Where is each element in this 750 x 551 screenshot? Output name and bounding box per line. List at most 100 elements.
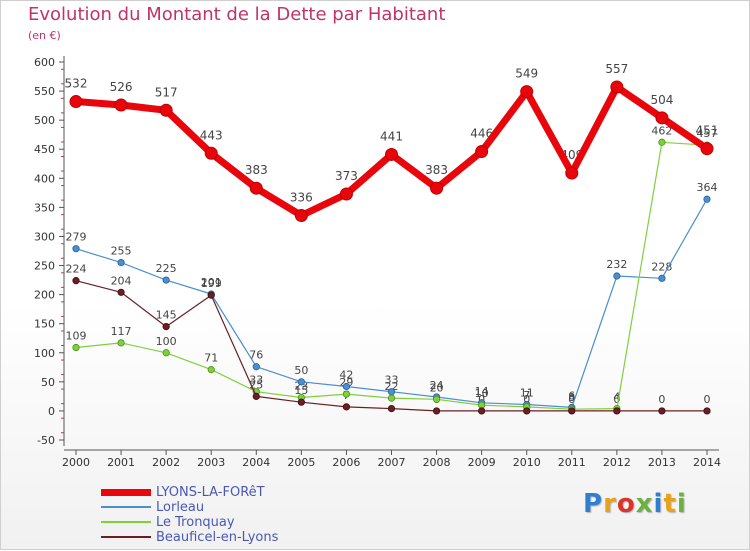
- y-tick-label: 450: [34, 143, 55, 156]
- x-tick-label: 2013: [648, 456, 676, 469]
- data-label: 42: [339, 368, 353, 381]
- y-tick-label: 600: [34, 56, 55, 69]
- data-label: 557: [605, 62, 628, 76]
- data-label: 224: [66, 263, 87, 276]
- data-label: 532: [65, 77, 88, 91]
- data-point: [568, 407, 576, 415]
- data-point: [342, 403, 351, 411]
- y-tick-label: 150: [34, 318, 55, 331]
- data-label: 117: [111, 325, 132, 338]
- data-label: 33: [385, 374, 399, 387]
- data-point: [117, 339, 125, 347]
- y-tick-label: 250: [34, 260, 55, 273]
- x-tick-label: 2014: [693, 456, 721, 469]
- data-point: [294, 209, 308, 223]
- data-label: 4: [613, 391, 620, 404]
- data-point: [658, 407, 666, 415]
- data-point: [69, 95, 83, 109]
- data-point: [565, 166, 579, 180]
- data-label: 232: [606, 258, 627, 271]
- data-point: [249, 181, 263, 195]
- y-tick-label: 100: [34, 347, 55, 360]
- data-point: [520, 85, 534, 99]
- data-label: 76: [249, 349, 263, 362]
- x-tick-label: 2008: [423, 456, 451, 469]
- data-label: 109: [66, 330, 87, 343]
- data-label: 225: [156, 262, 177, 275]
- data-label: 457: [697, 127, 718, 140]
- data-point: [387, 388, 396, 396]
- data-point: [342, 382, 351, 391]
- data-point: [700, 142, 714, 156]
- data-label: 0: [568, 393, 575, 406]
- data-label: 15: [294, 384, 308, 397]
- x-tick-label: 2005: [287, 456, 315, 469]
- data-label: 373: [335, 169, 358, 183]
- data-point: [387, 404, 396, 413]
- y-tick-label: 50: [41, 376, 55, 389]
- data-point: [114, 98, 128, 112]
- data-label: 145: [156, 309, 177, 322]
- data-point: [207, 366, 215, 374]
- data-point: [523, 407, 531, 415]
- data-point: [72, 343, 80, 352]
- data-label: 7: [523, 389, 530, 402]
- x-tick-label: 2010: [513, 456, 541, 469]
- data-point: [117, 288, 125, 296]
- data-point: [162, 322, 170, 331]
- proxiti-logo: Proxiti: [583, 489, 687, 519]
- data-point: [252, 363, 260, 371]
- data-point: [297, 378, 305, 386]
- data-label: 100: [156, 335, 177, 348]
- x-tick-label: 2004: [242, 456, 270, 469]
- data-label: 504: [650, 93, 673, 107]
- data-point: [703, 195, 711, 203]
- x-tick-label: 2000: [62, 456, 90, 469]
- data-label: 549: [515, 67, 538, 81]
- y-tick-label: 500: [34, 114, 55, 127]
- data-point: [387, 394, 396, 402]
- data-point: [207, 291, 215, 299]
- data-point: [610, 80, 624, 94]
- x-tick-label: 2002: [152, 456, 180, 469]
- data-label: 228: [651, 260, 672, 273]
- data-label: 71: [204, 352, 218, 365]
- data-point: [297, 398, 305, 406]
- data-label: 0: [704, 393, 711, 406]
- data-point: [613, 407, 621, 415]
- y-tick-label: 550: [34, 85, 55, 98]
- data-label: 364: [697, 181, 718, 194]
- data-point: [117, 259, 125, 267]
- data-label: 255: [111, 245, 132, 258]
- data-label: 24: [430, 379, 444, 392]
- data-label: 279: [66, 231, 87, 244]
- y-tick-label: -50: [37, 434, 55, 447]
- data-point: [385, 147, 398, 161]
- data-label: 517: [155, 85, 178, 99]
- legend-label: LYONS-LA-FORêT: [156, 485, 265, 500]
- data-label: 526: [110, 80, 133, 94]
- y-axis-unit: (en €): [28, 29, 61, 42]
- data-label: 383: [245, 163, 268, 177]
- legend-label: Le Tronquay: [156, 515, 235, 530]
- data-point: [162, 349, 170, 357]
- data-label: 451: [696, 124, 719, 138]
- data-point: [703, 407, 711, 415]
- data-label: 201: [201, 276, 222, 289]
- data-label: 6: [568, 389, 575, 402]
- data-label: 446: [470, 127, 493, 141]
- data-point: [342, 390, 351, 398]
- legend-swatch: [101, 521, 151, 523]
- data-label: 0: [613, 393, 620, 406]
- data-point: [475, 145, 489, 159]
- data-label: 204: [111, 274, 132, 287]
- x-tick-label: 2011: [558, 456, 586, 469]
- data-point: [252, 392, 260, 400]
- legend-swatch: [101, 536, 151, 538]
- data-point: [72, 277, 80, 285]
- legend-label: Beauficel-en-Lyons: [156, 530, 279, 545]
- data-label: 33: [249, 374, 263, 387]
- y-tick-label: 200: [34, 289, 55, 302]
- x-tick-label: 2001: [107, 456, 135, 469]
